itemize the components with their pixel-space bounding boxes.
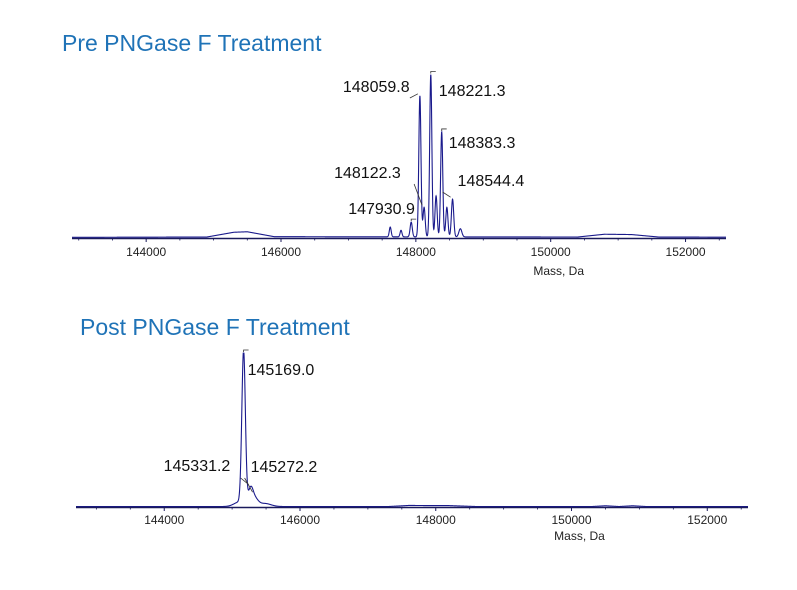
- peak-leader-1-1: [244, 477, 253, 493]
- peak-label-1-2: 145272.2: [251, 459, 318, 476]
- chart-title-pre: Pre PNGase F Treatment: [62, 30, 322, 56]
- x-tick-label-0-1: 146000: [261, 245, 301, 259]
- x-tick-label-1-1: 146000: [280, 513, 320, 527]
- peak-label-0-2: 148383.3: [449, 135, 516, 152]
- x-tick-label-0-4: 152000: [666, 245, 706, 259]
- spectrum-trace-0: [72, 74, 726, 238]
- x-tick-label-1-3: 150000: [551, 513, 591, 527]
- peak-label-0-3: 148122.3: [334, 165, 401, 182]
- peak-leader-1-2: [240, 477, 249, 485]
- x-tick-label-0-3: 150000: [531, 245, 571, 259]
- peak-label-1-0: 145169.0: [248, 362, 315, 379]
- peak-label-0-0: 148059.8: [343, 79, 410, 96]
- peak-label-1-1: 145331.2: [164, 458, 231, 475]
- peak-leader-0-0: [409, 93, 419, 99]
- peak-marker-0-2: [441, 128, 447, 131]
- peak-label-0-4: 148544.4: [458, 173, 525, 190]
- x-axis-label-0: Mass, Da: [533, 264, 584, 278]
- peak-marker-0-5: [410, 218, 417, 222]
- peak-marker-0-1: [430, 71, 436, 74]
- x-tick-label-1-4: 152000: [687, 513, 727, 527]
- peak-marker-1-0: [243, 349, 249, 352]
- x-tick-label-0-0: 144000: [126, 245, 166, 259]
- x-tick-label-0-2: 148000: [396, 245, 436, 259]
- x-axis-label-1: Mass, Da: [554, 529, 605, 543]
- x-tick-label-1-2: 148000: [416, 513, 456, 527]
- peak-leader-0-3: [413, 183, 423, 206]
- spectrum-trace-1: [76, 352, 748, 508]
- peak-label-0-5: 147930.9: [348, 201, 415, 218]
- chart-title-post: Post PNGase F Treatment: [80, 314, 350, 340]
- x-tick-label-1-0: 144000: [144, 513, 184, 527]
- peak-leader-0-4: [442, 191, 451, 198]
- peak-label-0-1: 148221.3: [439, 83, 506, 100]
